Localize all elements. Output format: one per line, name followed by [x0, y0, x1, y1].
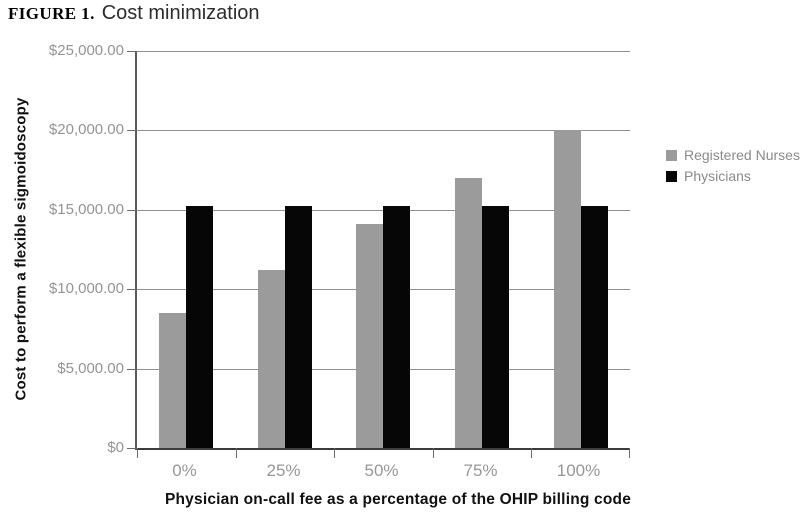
y-tick-label-10000: $10,000.00 — [48, 280, 124, 297]
bar-group-0- — [137, 51, 236, 448]
x-tick-label-50-: 50% — [364, 461, 399, 480]
bar-registered-nurses-100- — [553, 130, 581, 448]
figure-label: FIGURE 1. — [8, 4, 95, 23]
bar-physicians-50- — [383, 206, 411, 448]
x-tick-label-100-: 100% — [556, 461, 601, 480]
legend-label-registered-nurses: Registered Nurses — [684, 147, 800, 163]
x-tick-label-75-: 75% — [463, 461, 498, 480]
bar-registered-nurses-75- — [455, 178, 483, 448]
x-tick-3 — [433, 448, 434, 458]
legend-item-physicians: Physicians — [666, 168, 800, 184]
y-tick-label-0: $0 — [107, 439, 124, 456]
gridline-25000 — [137, 51, 630, 52]
x-tick-labels: 0% 25% 50% 75% 100% — [135, 461, 628, 485]
x-tick-2 — [334, 448, 335, 458]
x-tick-4 — [531, 448, 532, 458]
bar-physicians-100- — [580, 206, 608, 448]
legend-item-registered-nurses: Registered Nurses — [666, 147, 800, 163]
legend-swatch — [666, 149, 677, 161]
x-tick-1 — [236, 448, 237, 458]
y-tick-label-25000: $25,000.00 — [48, 42, 124, 59]
x-axis-title: Physician on-call fee as a percentage of… — [164, 491, 632, 508]
x-tick-0 — [137, 448, 138, 458]
legend-swatch — [666, 170, 677, 182]
bar-physicians-75- — [482, 206, 510, 448]
gridline-20000 — [137, 130, 630, 131]
x-tick-label-25-: 25% — [266, 461, 301, 480]
bar-group-50- — [334, 51, 433, 448]
figure-header: FIGURE 1. Cost minimization — [8, 2, 260, 25]
y-tick-15000 — [127, 210, 137, 211]
bar-physicians-0- — [186, 206, 214, 448]
bar-physicians-25- — [284, 206, 312, 448]
y-tick-label-20000: $20,000.00 — [48, 121, 124, 138]
y-tick-20000 — [127, 130, 137, 131]
legend: Registered Nurses Physicians — [666, 147, 800, 189]
y-tick-label-15000: $15,000.00 — [48, 201, 124, 218]
y-tick-0 — [127, 448, 137, 449]
bar-registered-nurses-50- — [356, 224, 384, 448]
bar-groups — [137, 51, 630, 448]
y-tick-labels: $0 $5,000.00 $10,000.00 $15,000.00 $20,000.0… — [0, 42, 124, 456]
bar-group-25- — [236, 51, 335, 448]
bar-registered-nurses-25- — [257, 270, 285, 448]
figure-title: Cost minimization — [101, 2, 260, 24]
x-tick-5 — [629, 448, 630, 458]
plot-area — [127, 51, 630, 458]
bar-group-75- — [433, 51, 532, 448]
bar-group-100- — [531, 51, 630, 448]
legend-label-physicians: Physicians — [684, 168, 751, 184]
y-tick-25000 — [127, 51, 137, 52]
x-tick-label-0-: 0% — [172, 461, 197, 480]
y-tick-label-5000: $5,000.00 — [57, 360, 124, 377]
y-tick-5000 — [127, 369, 137, 370]
bar-registered-nurses-0- — [159, 313, 187, 448]
y-tick-10000 — [127, 289, 137, 290]
